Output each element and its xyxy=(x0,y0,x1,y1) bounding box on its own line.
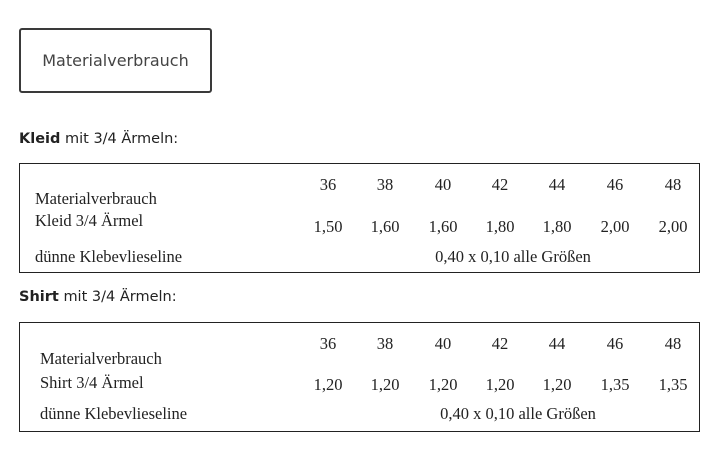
fabric-amount: 1,80 xyxy=(485,217,515,236)
size-header: 48 xyxy=(664,175,682,194)
interfacing-amount: 0,40 x 0,10 alle Größen xyxy=(440,404,596,423)
size-header: 40 xyxy=(434,175,452,194)
heading-bold: Shirt xyxy=(19,289,59,305)
row-label: dünne Klebevlieseline xyxy=(40,404,188,423)
fabric-amount: 1,60 xyxy=(428,217,458,236)
row-label: Shirt 3/4 Ärmel xyxy=(40,373,144,392)
size-header: 44 xyxy=(548,334,566,353)
size-header: 48 xyxy=(664,334,682,353)
row-label: Kleid 3/4 Ärmel xyxy=(35,211,144,230)
size-header: 40 xyxy=(434,334,452,353)
heading-rest: mit 3/4 Ärmeln: xyxy=(65,131,179,147)
size-header: 46 xyxy=(606,334,624,353)
heading-bold: Kleid xyxy=(19,131,61,147)
size-header: 46 xyxy=(606,175,624,194)
interfacing-amount: 0,40 x 0,10 alle Größen xyxy=(435,247,591,266)
material-table: Materialverbrauch Kleid 3/4 Ärmel 36 38 40 42… xyxy=(19,163,700,273)
row-label: Materialverbrauch xyxy=(35,189,157,208)
fabric-amount: 1,80 xyxy=(542,217,572,236)
size-header: 38 xyxy=(376,334,394,353)
row-label: dünne Klebevlieseline xyxy=(35,247,183,266)
fabric-amount: 1,50 xyxy=(313,217,343,236)
fabric-amount: 1,20 xyxy=(313,375,343,394)
fabric-amount: 2,00 xyxy=(658,217,688,236)
fabric-amount: 1,20 xyxy=(428,375,458,394)
fabric-amount: 1,35 xyxy=(600,375,630,394)
size-header: 42 xyxy=(491,175,509,194)
size-header: 36 xyxy=(319,334,337,353)
heading-rest: mit 3/4 Ärmeln: xyxy=(63,289,177,305)
fabric-amount: 2,00 xyxy=(600,217,630,236)
size-header: 36 xyxy=(319,175,337,194)
fabric-amount: 1,20 xyxy=(542,375,572,394)
fabric-amount: 1,20 xyxy=(370,375,400,394)
material-table: Materialverbrauch Shirt 3/4 Ärmel 36 38 40 42… xyxy=(19,322,700,432)
section-heading: Shirt mit 3/4 Ärmeln: xyxy=(19,289,177,305)
section-heading: Kleid mit 3/4 Ärmeln: xyxy=(19,131,178,147)
row-label: Materialverbrauch xyxy=(40,349,162,368)
tab[interactable]: Materialverbrauch xyxy=(19,28,212,93)
size-header: 38 xyxy=(376,175,394,194)
size-header: 42 xyxy=(491,334,509,353)
fabric-amount: 1,35 xyxy=(658,375,688,394)
size-header: 44 xyxy=(548,175,566,194)
fabric-amount: 1,20 xyxy=(485,375,515,394)
fabric-amount: 1,60 xyxy=(370,217,400,236)
